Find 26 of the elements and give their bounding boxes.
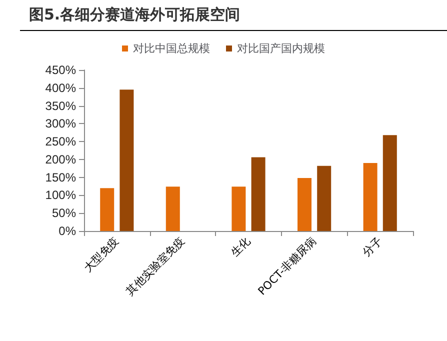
bar	[363, 163, 378, 231]
bar	[166, 186, 180, 231]
y-tick-label: 300%	[45, 116, 76, 131]
bar	[317, 166, 332, 231]
y-tick-label: 200%	[45, 152, 76, 166]
bar	[120, 90, 134, 231]
x-tick-label: 生化	[228, 234, 254, 260]
x-tick-label: 其他实验室免疫	[124, 234, 188, 298]
x-tick-label: 大型免疫	[81, 234, 122, 275]
chart-title: 图5.各细分赛道海外可拓展空间	[29, 6, 240, 24]
y-tick-label: 250%	[45, 134, 76, 149]
bar	[100, 188, 114, 231]
y-tick-label: 350%	[45, 98, 76, 113]
y-tick-label: 450%	[45, 63, 76, 77]
bar	[251, 157, 266, 231]
legend-label: 对比国产国内规模	[237, 42, 325, 55]
y-tick-label: 50%	[52, 206, 76, 220]
y-tick-label: 400%	[45, 80, 76, 95]
bar	[298, 178, 312, 231]
bar	[382, 135, 397, 231]
y-tick-label: 150%	[45, 170, 76, 184]
bar	[232, 186, 246, 231]
x-tick-label: 分子	[360, 234, 385, 260]
legend-label: 对比中国总规模	[133, 42, 210, 55]
y-tick-label: 0%	[58, 224, 76, 238]
y-tick-label: 100%	[45, 188, 76, 202]
